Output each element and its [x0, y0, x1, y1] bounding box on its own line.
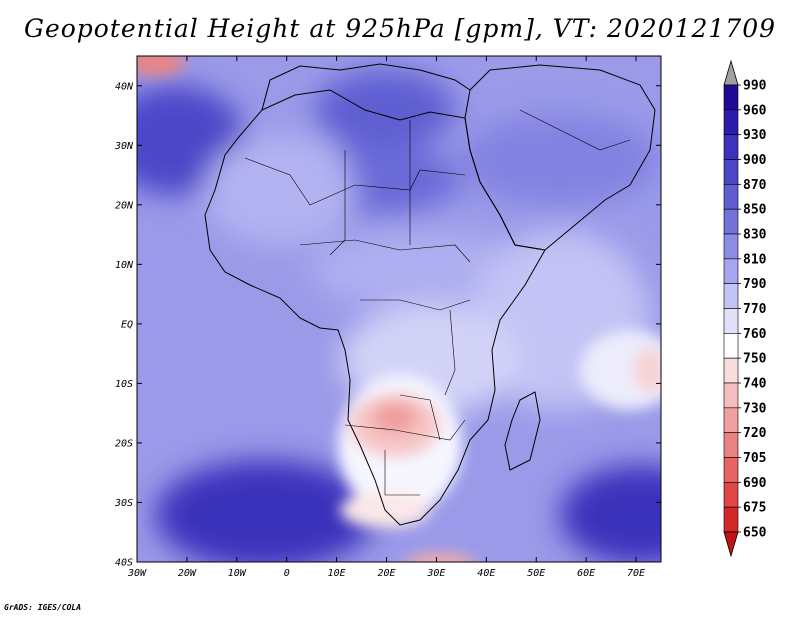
low-madagascar-east — [634, 348, 661, 392]
lon-tick-label: 50E — [527, 568, 545, 579]
colorbar: 990 960 930 900 870 850 830 810 790 770 760 750 740 7… — [723, 59, 767, 558]
high-mediterranean — [315, 70, 455, 150]
lat-tick-label: 20S — [115, 438, 133, 449]
lat-tick-label: 30S — [114, 498, 133, 509]
lon-tick-label: 0 — [284, 568, 290, 579]
africa-coast — [204, 89, 546, 526]
colorbar-label: 675 — [743, 501, 766, 516]
colorbar-box — [723, 208, 739, 235]
lat-tick-label: 10N — [115, 260, 134, 271]
colorbar-bottom-arrow — [723, 531, 739, 558]
plot-frame — [136, 55, 662, 563]
colorbar-label: 900 — [743, 153, 767, 168]
colorbar-box — [723, 109, 739, 135]
high-south-atlantic — [155, 460, 375, 562]
madagascar-east-light — [580, 330, 661, 410]
colorbar-label: 930 — [743, 128, 767, 143]
colorbar-label: 790 — [743, 277, 767, 292]
lon-tick-label: 20E — [377, 568, 395, 579]
grads-credit: GrADS: IGES/COLA — [4, 603, 82, 612]
high-arabia — [460, 115, 660, 205]
border-sahara — [244, 157, 466, 206]
colorbar-box — [723, 357, 739, 384]
low-south-atlantic-edge — [406, 553, 474, 562]
colorbar-box — [723, 506, 739, 533]
colorbar-label: 770 — [743, 302, 767, 317]
lon-tick-label: 60E — [577, 568, 595, 579]
colorbar-label: 720 — [743, 426, 767, 441]
height-field — [137, 56, 661, 562]
colorbar-label: 870 — [743, 178, 767, 193]
lon-tick-label: 70E — [627, 568, 645, 579]
border-algeria-mali — [329, 150, 346, 256]
high-indian-ocean — [560, 465, 661, 562]
colorbar-label: 690 — [743, 476, 767, 491]
sahel — [310, 230, 530, 310]
lon-tick-label: 10E — [328, 568, 346, 579]
low-southern-africa — [373, 403, 417, 433]
chart-title: Geopotential Height at 925hPa [gpm], VT:… — [23, 14, 777, 43]
lon-tick-label: 30E — [426, 568, 445, 579]
colorbar-box — [723, 233, 739, 260]
colorbar-label: 960 — [743, 103, 767, 118]
border-great-lakes — [444, 309, 456, 396]
lat-tick-label: 10S — [115, 379, 133, 390]
colorbar-box — [723, 457, 739, 483]
colorbar-box — [723, 382, 739, 409]
colorbar-box — [723, 333, 739, 359]
border-southern — [344, 419, 466, 441]
colorbar-label: 730 — [743, 401, 767, 416]
low-sw-corner — [137, 56, 185, 76]
colorbar-label: 750 — [743, 352, 767, 367]
colorbar-label: 740 — [743, 377, 767, 392]
colorbar-box — [723, 84, 739, 111]
colorbar-box — [723, 283, 739, 309]
lon-tick-label: 20W — [178, 568, 197, 579]
border-sahel — [299, 239, 471, 263]
colorbar-label: 810 — [743, 252, 767, 267]
colorbar-label: 705 — [743, 451, 766, 466]
colorbar-box — [723, 482, 739, 508]
colorbar-label: 990 — [743, 79, 767, 94]
arabia-coast — [464, 64, 656, 251]
coastlines — [204, 63, 656, 526]
colorbar-box — [723, 258, 739, 284]
border-zambia — [399, 394, 441, 441]
colorbar-label: 830 — [743, 228, 767, 243]
border-arabia — [519, 109, 631, 151]
colorbar-label: 650 — [743, 526, 767, 541]
colorbar-box — [723, 308, 739, 334]
lon-tick-label: 10W — [228, 568, 247, 579]
madagascar-coast — [504, 391, 541, 471]
border-central — [360, 299, 471, 311]
lat-tick-label: 40N — [115, 81, 134, 92]
lat-tick-label: 40S — [115, 558, 133, 569]
colorbar-label: 760 — [743, 327, 767, 342]
country-borders — [244, 109, 631, 496]
lat-tick-label: 30N — [114, 141, 134, 152]
colorbar-box — [723, 184, 739, 210]
colorbar-box — [723, 134, 739, 160]
colorbar-box — [723, 432, 739, 458]
sahara-west — [205, 135, 355, 245]
colorbar-box — [723, 159, 739, 185]
lon-tick-label: 40E — [477, 568, 495, 579]
lat-tick-label: EQ — [121, 319, 133, 330]
lat-tick-label: 20N — [115, 200, 134, 211]
mediterranean-coast — [261, 63, 471, 111]
lon-tick-label: 30W — [127, 568, 147, 579]
colorbar-top-arrow — [723, 59, 739, 86]
colorbar-box — [723, 407, 739, 433]
border-namibia-botswana — [384, 450, 420, 496]
colorbar-label: 850 — [743, 203, 767, 218]
